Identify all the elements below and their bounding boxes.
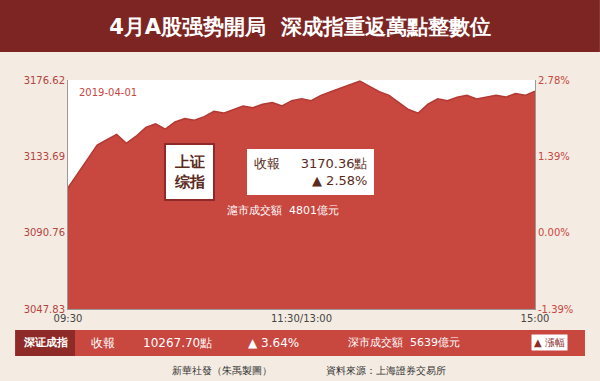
svg-text:0.00%: 0.00% [538, 227, 570, 238]
svg-text:3047.83: 3047.83 [24, 304, 65, 315]
svg-text:11:30/13:00: 11:30/13:00 [271, 313, 332, 324]
svg-text:新華社發（朱禹製圖）: 新華社發（朱禹製圖） [172, 365, 272, 376]
svg-text:上证综指: 上证综指 [174, 153, 205, 191]
svg-text:1.39%: 1.39% [538, 151, 570, 162]
svg-text:09:30: 09:30 [54, 313, 83, 324]
svg-text:▲ 3.64%: ▲ 3.64% [248, 336, 299, 350]
svg-text:滬市成交額 4801億元: 滬市成交額 4801億元 [227, 204, 339, 217]
svg-text:15:00: 15:00 [521, 313, 550, 324]
svg-text:深证成指: 深证成指 [23, 336, 68, 349]
svg-text:3090.76: 3090.76 [24, 227, 65, 238]
svg-text:10267.70點: 10267.70點 [143, 336, 212, 350]
svg-text:收報: 收報 [91, 336, 115, 350]
svg-text:2019-04-01: 2019-04-01 [79, 87, 137, 98]
svg-text:▲ 漲幅: ▲ 漲幅 [534, 337, 565, 348]
svg-text:-1.39%: -1.39% [538, 304, 573, 315]
svg-text:3176.62: 3176.62 [24, 75, 65, 86]
svg-text:資料來源：上海證券交易所: 資料來源：上海證券交易所 [326, 365, 446, 376]
svg-text:2.78%: 2.78% [538, 75, 570, 86]
svg-text:收報 3170.36點▲ 2.58%: 收報 3170.36點▲ 2.58% [254, 156, 367, 188]
svg-text:4月A股强势開局 深成指重返萬點整數位: 4月A股强势開局 深成指重返萬點整數位 [109, 15, 491, 39]
svg-text:深市成交額 5639億元: 深市成交額 5639億元 [348, 336, 460, 349]
svg-text:3133.69: 3133.69 [24, 151, 65, 162]
